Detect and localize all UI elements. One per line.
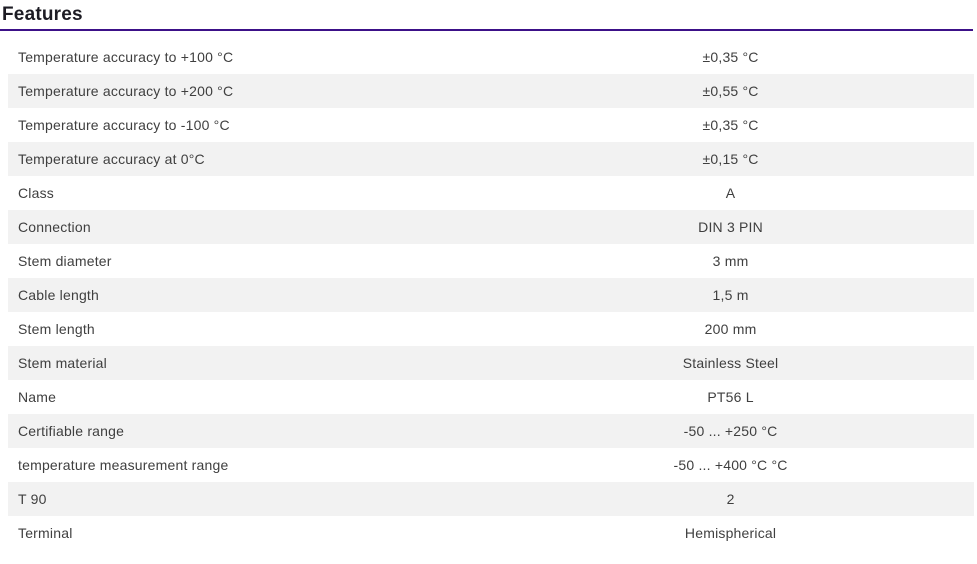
table-row: Temperature accuracy to +200 °C ±0,55 °C [8,74,974,108]
feature-value: ±0,55 °C [702,83,759,99]
feature-value: ±0,35 °C [702,49,759,65]
spec-table: Temperature accuracy to +100 °C ±0,35 °C… [8,40,974,550]
feature-value: 1,5 m [712,287,749,303]
feature-value: Stainless Steel [682,355,779,371]
table-row: temperature measurement range -50 ... +4… [8,448,974,482]
table-row: Certifiable range -50 ... +250 °C [8,414,974,448]
table-row: Stem length 200 mm [8,312,974,346]
table-row: Class A [8,176,974,210]
feature-value: A [725,185,736,201]
table-row: Stem diameter 3 mm [8,244,974,278]
feature-value: PT56 L [707,389,754,405]
feature-value: -50 ... +400 °C °C [673,457,788,473]
feature-value: -50 ... +250 °C [683,423,778,439]
section-header: Features [0,0,973,31]
feature-label: temperature measurement range [18,457,229,473]
feature-label: T 90 [18,491,47,507]
table-row: Temperature accuracy at 0°C ±0,15 °C [8,142,974,176]
table-row: Stem material Stainless Steel [8,346,974,380]
feature-value: DIN 3 PIN [698,219,763,235]
feature-label: Class [18,185,55,201]
table-row: Connection DIN 3 PIN [8,210,974,244]
table-row: T 90 2 [8,482,974,516]
feature-value: Hemispherical [684,525,777,541]
table-row: Temperature accuracy to -100 °C ±0,35 °C [8,108,974,142]
table-row: Terminal Hemispherical [8,516,974,550]
table-row: Cable length 1,5 m [8,278,974,312]
feature-label: Temperature accuracy to -100 °C [18,117,230,133]
table-row: Temperature accuracy to +100 °C ±0,35 °C [8,40,974,74]
feature-label: Name [18,389,57,405]
feature-label: Stem length [18,321,95,337]
feature-label: Temperature accuracy to +200 °C [18,83,234,99]
feature-label: Temperature accuracy at 0°C [18,151,205,167]
feature-label: Terminal [18,525,73,541]
feature-value: ±0,15 °C [702,151,759,167]
feature-value: 200 mm [704,321,757,337]
feature-label: Connection [18,219,91,235]
feature-label: Cable length [18,287,100,303]
feature-value: ±0,35 °C [702,117,759,133]
page-title: Features [2,4,83,25]
feature-value: 3 mm [712,253,749,269]
feature-label: Stem diameter [18,253,112,269]
table-row: Name PT56 L [8,380,974,414]
feature-value: 2 [726,491,735,507]
feature-label: Certifiable range [18,423,125,439]
feature-label: Temperature accuracy to +100 °C [18,49,234,65]
feature-label: Stem material [18,355,107,371]
